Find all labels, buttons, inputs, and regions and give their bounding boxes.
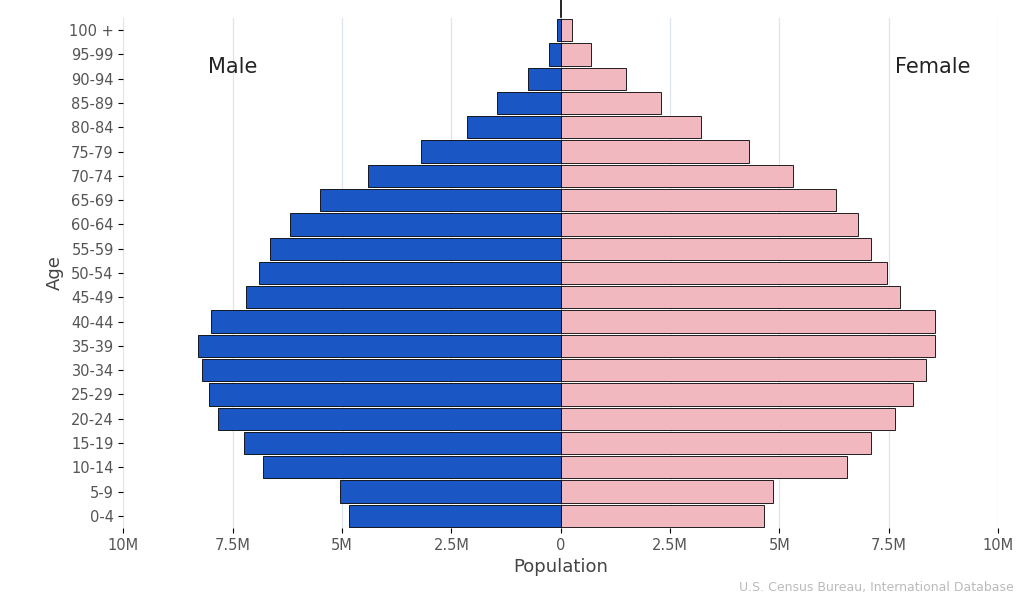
Bar [561, 286, 899, 308]
Y-axis label: Age: Age [45, 256, 64, 290]
Bar [561, 68, 627, 90]
Bar [289, 213, 561, 236]
Bar [548, 43, 561, 65]
Bar [349, 505, 561, 527]
Bar [217, 407, 561, 430]
Text: U.S. Census Bureau, International Database: U.S. Census Bureau, International Databa… [739, 581, 1014, 594]
Bar [209, 383, 561, 406]
Bar [561, 43, 592, 65]
Bar [561, 262, 887, 284]
Bar [270, 238, 561, 260]
Bar [561, 359, 926, 382]
Text: Female: Female [895, 56, 970, 77]
Bar [561, 92, 662, 114]
Bar [528, 68, 561, 90]
Bar [211, 310, 561, 333]
Bar [561, 432, 872, 454]
Bar [561, 213, 858, 236]
Bar [561, 383, 913, 406]
Text: Male: Male [208, 56, 257, 77]
Bar [561, 164, 792, 187]
Bar [561, 19, 572, 41]
Bar [368, 164, 561, 187]
Bar [561, 140, 749, 163]
Bar [561, 116, 701, 139]
Bar [558, 19, 561, 41]
Bar [497, 92, 561, 114]
Bar [244, 432, 561, 454]
Bar [263, 456, 561, 478]
Bar [246, 286, 561, 308]
Bar [561, 310, 934, 333]
Bar [561, 335, 934, 357]
Bar [467, 116, 561, 139]
Bar [561, 505, 765, 527]
X-axis label: Population: Population [513, 558, 608, 576]
Bar [202, 359, 561, 382]
Bar [561, 189, 837, 211]
Bar [561, 238, 872, 260]
Bar [561, 456, 847, 478]
Bar [320, 189, 561, 211]
Bar [421, 140, 561, 163]
Bar [561, 407, 895, 430]
Bar [198, 335, 561, 357]
Bar [561, 481, 773, 503]
Bar [340, 481, 561, 503]
Bar [259, 262, 561, 284]
